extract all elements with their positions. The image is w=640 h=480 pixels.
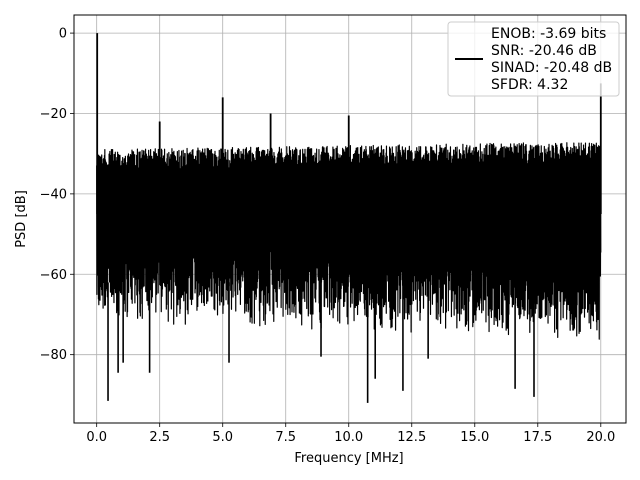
x-axis-ticks: 0.0 2.5 5.0 7.5 10.0 12.5 15.0 17.5 20.0 (86, 423, 615, 445)
legend: ENOB: -3.69 bits SNR: -20.46 dB SINAD: -… (447, 21, 620, 97)
plot-frame (73, 14, 627, 424)
x-tick-label: 15.0 (460, 430, 489, 445)
x-tick-label: 7.5 (275, 430, 296, 445)
legend-sfdr: SFDR: 4.32 (491, 77, 568, 93)
x-tick-label: 12.5 (397, 430, 426, 445)
y-tick-label: −80 (40, 348, 67, 363)
legend-snr: SNR: -20.46 dB (491, 43, 597, 59)
y-tick-label: 0 (59, 27, 67, 42)
y-tick-label: −40 (40, 187, 67, 202)
legend-box (447, 21, 620, 97)
x-tick-label: 0.0 (86, 430, 107, 445)
y-tick-label: −60 (40, 268, 67, 283)
y-axis-ticks: 0 −20 −40 −60 −80 (40, 27, 74, 363)
x-tick-label: 17.5 (523, 430, 552, 445)
psd-trace (96, 142, 602, 340)
legend-enob: ENOB: -3.69 bits (491, 26, 606, 42)
x-tick-label: 5.0 (212, 430, 233, 445)
y-tick-label: −20 (40, 107, 67, 122)
x-axis-label: Frequency [MHz] (294, 451, 403, 466)
x-tick-label: 10.0 (334, 430, 363, 445)
y-axis-label: PSD [dB] (14, 190, 29, 248)
x-tick-label: 2.5 (149, 430, 170, 445)
psd-signal-group (96, 33, 602, 403)
legend-sinad: SINAD: -20.48 dB (491, 60, 612, 76)
x-tick-label: 20.0 (586, 430, 615, 445)
